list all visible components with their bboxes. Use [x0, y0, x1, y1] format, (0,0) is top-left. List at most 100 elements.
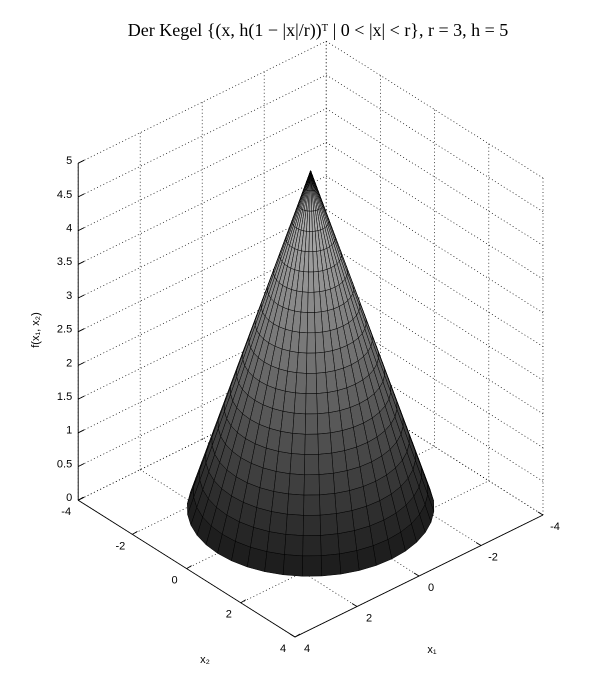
- surface-face: [306, 332, 316, 354]
- y-axis-line: [77, 499, 296, 638]
- grid-line: [78, 74, 327, 198]
- surface-face: [275, 451, 292, 475]
- surface-face: [326, 390, 341, 413]
- z-axis-label: f(x₁, x₂): [30, 312, 42, 347]
- surface-face: [329, 430, 345, 454]
- z-tick: [77, 294, 85, 299]
- surface-face: [285, 370, 298, 394]
- surface-face: [303, 494, 321, 516]
- surface-face: [308, 251, 314, 273]
- surface-face: [302, 271, 309, 293]
- surface-face: [349, 486, 367, 511]
- surface-face: [317, 432, 333, 455]
- y-axis-label: x₂: [200, 654, 210, 666]
- surface-face: [306, 352, 317, 374]
- surface-face: [295, 372, 307, 394]
- x-tick: [537, 511, 544, 516]
- grid-line: [78, 141, 327, 265]
- surface-face: [284, 534, 304, 557]
- surface-face: [297, 331, 308, 354]
- z-tick: [77, 429, 85, 434]
- surface-face: [307, 312, 316, 334]
- z-tick-label: 3.5: [57, 256, 72, 268]
- y-tick-label: 4: [280, 643, 286, 655]
- surface-face: [300, 291, 309, 313]
- z-tick: [77, 463, 85, 467]
- surface-face: [304, 413, 319, 435]
- y-tick-label: -4: [61, 506, 71, 518]
- surface-face: [291, 433, 306, 455]
- grid-line: [326, 108, 544, 246]
- surface-face: [305, 393, 318, 415]
- surface-face: [296, 352, 308, 374]
- surface-face: [331, 450, 348, 474]
- surface-face: [302, 555, 322, 577]
- grid-line: [78, 310, 327, 434]
- y-tick: [240, 599, 247, 604]
- z-tick: [77, 159, 85, 164]
- z-tick: [77, 227, 85, 232]
- x-tick: [475, 542, 482, 546]
- grid-line: [78, 40, 327, 164]
- chart-title: Der Kegel {(x, h(1 − |x|/r))ᵀ | 0 < |x| …: [128, 20, 509, 41]
- z-tick-label: 4.5: [57, 189, 72, 201]
- z-tick-label: 5: [66, 155, 72, 167]
- z-tick-label: 1.5: [57, 391, 72, 403]
- surface-face: [318, 472, 336, 496]
- z-tick: [77, 193, 85, 198]
- surface-face: [317, 412, 331, 435]
- y-tick-label: -2: [116, 540, 126, 552]
- surface-face: [320, 553, 342, 577]
- surface-face: [307, 291, 315, 313]
- surface-face: [268, 511, 288, 535]
- x-tick-label: 0: [428, 582, 434, 594]
- surface-face: [282, 390, 296, 414]
- x-tick-label: 4: [304, 643, 310, 655]
- surface-face: [271, 491, 289, 515]
- z-tick-label: 2.5: [57, 324, 72, 336]
- grid-line: [78, 108, 327, 231]
- surface-face: [266, 531, 287, 555]
- surface-face: [264, 551, 285, 576]
- surface-face: [309, 190, 312, 212]
- surface-face: [304, 454, 320, 476]
- grid-line: [78, 243, 327, 366]
- z-tick: [77, 260, 85, 265]
- grid-line: [326, 276, 544, 415]
- grid-line: [240, 480, 489, 604]
- grid-line: [326, 243, 544, 381]
- surface-face: [307, 271, 315, 293]
- y-tick-label: 2: [226, 609, 232, 621]
- surface-face: [336, 510, 355, 535]
- z-tick: [77, 328, 85, 333]
- z-tick-label: 4: [66, 223, 72, 235]
- z-tick-label: 0.5: [57, 458, 72, 470]
- surface-face: [302, 514, 321, 536]
- surface-face: [309, 210, 313, 232]
- grid-line: [78, 377, 327, 501]
- surface-face: [320, 533, 340, 556]
- surface-face: [285, 513, 304, 536]
- grid-line: [326, 209, 544, 347]
- surface-face: [303, 474, 320, 496]
- x-tick: [413, 572, 420, 577]
- surface-face: [316, 392, 329, 415]
- surface-face: [313, 291, 322, 313]
- surface-face: [253, 507, 272, 532]
- grid-line: [326, 175, 544, 314]
- surface-face: [256, 487, 275, 512]
- grid-line: [326, 142, 544, 280]
- x-axis-label: x₁: [427, 644, 437, 656]
- grid-line: [326, 40, 544, 179]
- z-tick: [77, 395, 85, 400]
- surface-face: [305, 373, 317, 394]
- grid-line: [140, 469, 358, 607]
- y-tick: [77, 496, 84, 501]
- surface-face: [282, 554, 303, 577]
- z-tick-label: 1: [66, 425, 72, 437]
- surface-face: [280, 410, 295, 434]
- grid-line: [326, 74, 544, 212]
- y-tick: [186, 565, 192, 569]
- surface-face: [288, 473, 305, 496]
